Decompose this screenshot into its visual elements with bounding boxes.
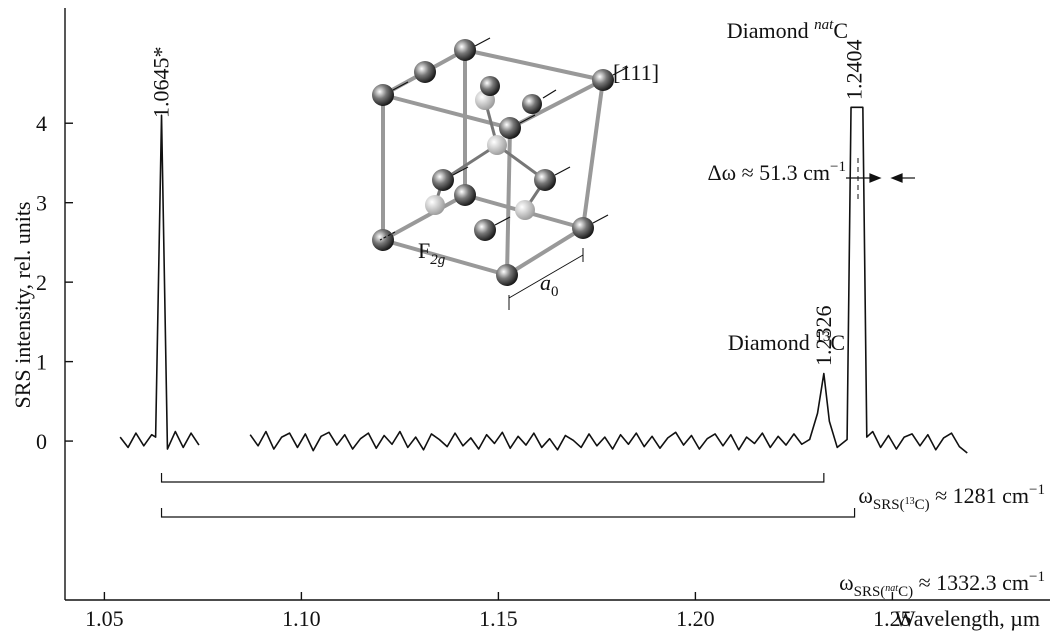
- lattice-sub: 0: [551, 284, 559, 300]
- y-axis-label: SRS intensity, rel. units: [10, 202, 35, 409]
- y-tick-label: 0: [36, 429, 47, 454]
- ann-sup: −1: [1029, 482, 1045, 498]
- peak-label: 1.0645*: [149, 47, 174, 119]
- ann-subtail: C): [915, 497, 930, 513]
- ann-tail: ≈ 1281 cm: [930, 483, 1029, 508]
- annotation-shift: Δω ≈ 51.3 cm−1: [707, 159, 846, 185]
- ann-text: Δω ≈ 51.3 cm: [707, 160, 830, 185]
- x-tick-label: 1.05: [85, 606, 124, 631]
- ann-text: Diamond: [728, 330, 815, 355]
- ann-sup: −1: [830, 159, 846, 175]
- crystal-mode: F2g: [418, 238, 446, 268]
- annotation-diamond-nat: Diamond natC: [727, 17, 848, 43]
- ann-tail: ≈ 1332.3 cm: [913, 570, 1029, 595]
- mode-text: F: [418, 238, 430, 263]
- y-tick-label: 4: [36, 111, 47, 136]
- ann-subsup: 13: [905, 496, 915, 507]
- peak-label: 1.2326: [811, 306, 836, 367]
- y-tick-label: 1: [36, 350, 47, 375]
- ann-sub: SRS(: [873, 497, 905, 513]
- shift-arrows: [846, 174, 915, 182]
- y-tick-label: 3: [36, 191, 47, 216]
- x-tick-label: 1.15: [479, 606, 518, 631]
- annotation-srs-nat: ωSRS(natC) ≈ 1332.3 cm−1: [839, 569, 1045, 600]
- x-tick-label: 1.10: [282, 606, 321, 631]
- mode-sub: 2g: [430, 252, 446, 268]
- chart: SRS intensity, rel. units Wavelength, µm: [0, 0, 1050, 632]
- x-axis-label: Wavelength, µm: [895, 606, 1040, 631]
- y-tick-label: 2: [36, 270, 47, 295]
- ann-subtail: C): [898, 584, 913, 600]
- ann-sup: −1: [1029, 569, 1045, 585]
- shift-bracket: [162, 508, 855, 517]
- ann-text: ω: [839, 570, 853, 595]
- x-tick-label: 1.20: [676, 606, 715, 631]
- ann-sub: SRS(: [854, 584, 886, 600]
- lattice-text: a: [540, 270, 551, 295]
- peak-label: 1.2404: [842, 40, 867, 101]
- shift-bracket: [162, 473, 824, 482]
- crystal-illustration: [111] F2g a0: [372, 38, 659, 310]
- crystal-direction: [111]: [613, 60, 659, 85]
- annotation-srs-13: ωSRS(13C) ≈ 1281 cm−1: [858, 482, 1045, 513]
- ann-sup: nat: [814, 17, 834, 33]
- crystal-lattice: a0: [540, 270, 559, 300]
- ann-text: ω: [858, 483, 872, 508]
- x-tick-label: 1.25: [873, 606, 912, 631]
- ann-tail: C: [833, 18, 848, 43]
- ann-text: Diamond: [727, 18, 814, 43]
